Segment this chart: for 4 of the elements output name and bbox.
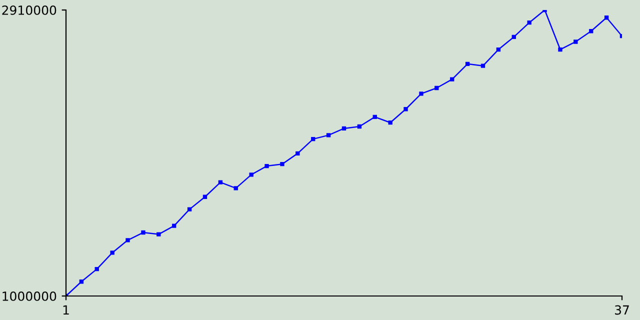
y-tick-label: 1000000 [2,291,56,301]
y-tick-label: 2910000 [2,5,56,15]
x-tick-label: 1 [63,305,69,315]
x-tick-label: 37 [615,305,629,315]
